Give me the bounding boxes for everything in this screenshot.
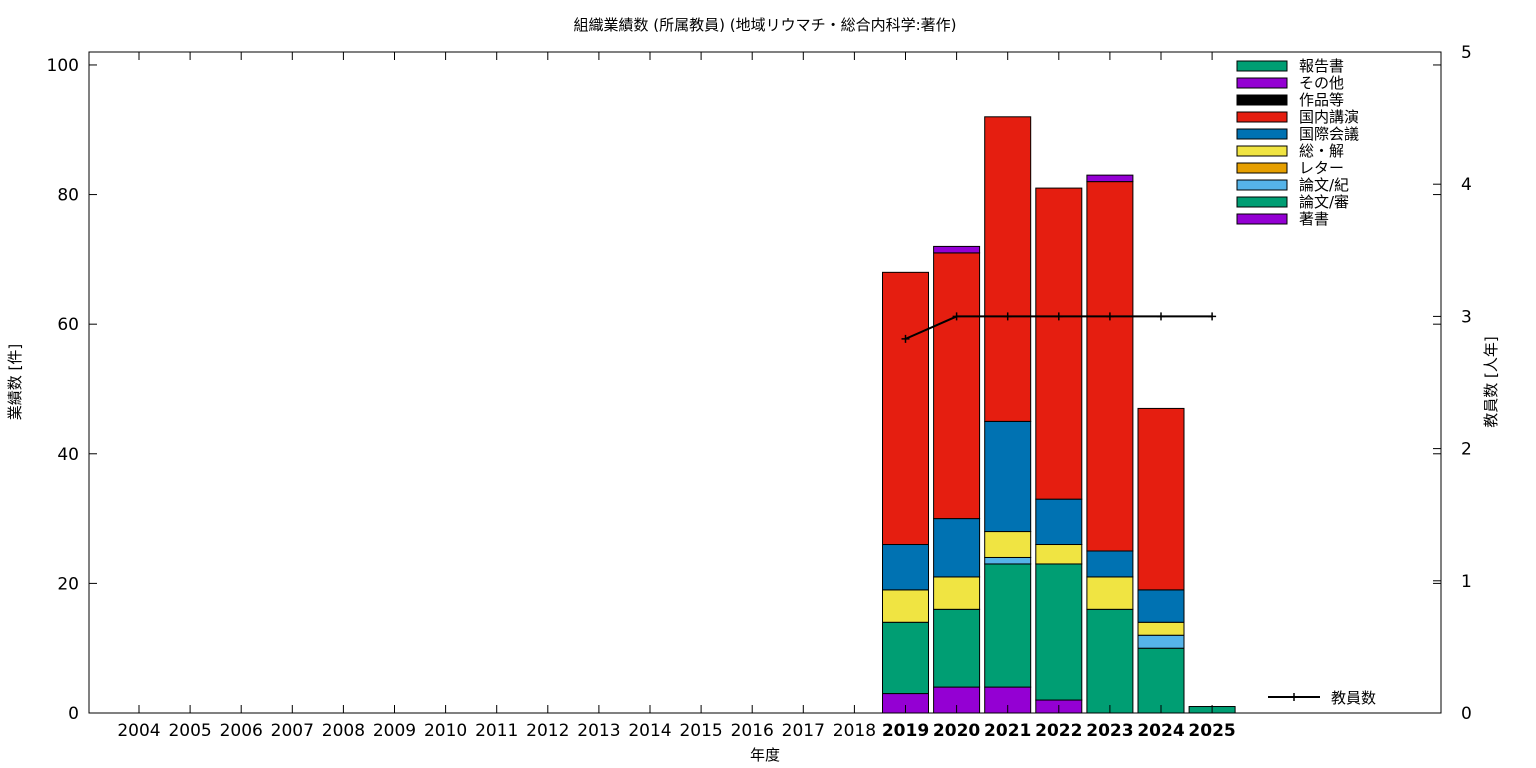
- bar-segment: [933, 252, 981, 520]
- bar-segment: [882, 621, 929, 695]
- x-tick-label: 2004: [117, 721, 160, 741]
- legend-label: 作品等: [1299, 91, 1344, 109]
- plot-frame: [88, 51, 1442, 714]
- legend-swatch: [1236, 213, 1288, 225]
- x-tick-label: 2016: [731, 721, 774, 741]
- x-tick-label: 2024: [1137, 721, 1184, 741]
- bar-segment: [882, 271, 929, 546]
- x-tick-label: 2010: [424, 721, 467, 741]
- y2-tick-label: 4: [1461, 175, 1472, 195]
- legend-label: 報告書: [1299, 57, 1344, 75]
- legend-swatch: [1236, 128, 1288, 140]
- bar-segment: [1137, 634, 1185, 649]
- legend-label: レター: [1299, 159, 1344, 177]
- legend-label: 国際会議: [1299, 125, 1359, 143]
- x-tick-label: 2023: [1086, 721, 1133, 741]
- x-tick-label: 2025: [1188, 721, 1235, 741]
- legend-swatch: [1236, 162, 1288, 174]
- x-tick-label: 2006: [220, 721, 263, 741]
- bar-segment: [1035, 563, 1083, 701]
- y-tick-label: 100: [47, 56, 79, 76]
- x-tick-label: 2011: [475, 721, 518, 741]
- y2-tick-label: 2: [1461, 440, 1472, 460]
- legend-swatch: [1236, 145, 1288, 157]
- legend-swatch: [1236, 60, 1288, 72]
- bar-segment: [1035, 544, 1083, 565]
- bar-segment: [882, 544, 929, 591]
- bar-segment: [1086, 608, 1134, 714]
- y2-tick-label: 0: [1461, 704, 1472, 724]
- bar-segment: [933, 608, 981, 688]
- bar-segment: [1137, 621, 1185, 636]
- x-axis-title: 年度: [750, 746, 780, 764]
- bar-segment: [1137, 407, 1185, 591]
- bar-segment: [1086, 576, 1134, 610]
- y-axis-title: 業績数 [件]: [6, 344, 24, 420]
- x-tick-label: 2012: [526, 721, 569, 741]
- y2-tick-label: 3: [1461, 307, 1472, 327]
- x-tick-label: 2018: [833, 721, 876, 741]
- bar-segment: [984, 420, 1032, 533]
- bar-segment: [1086, 181, 1134, 552]
- legend-label: 論文/紀: [1299, 176, 1349, 194]
- bar-segment: [984, 563, 1032, 688]
- y2-axis-title: 教員数 [人年]: [1482, 336, 1500, 427]
- bar-segment: [1137, 589, 1185, 623]
- x-tick-label: 2008: [322, 721, 365, 741]
- legend-label-line: 教員数: [1331, 689, 1376, 707]
- bar-segment: [882, 589, 929, 623]
- legend-swatch: [1236, 179, 1288, 191]
- y-tick-label: 0: [68, 704, 79, 724]
- y-tick-label: 40: [57, 445, 79, 465]
- legend-swatch: [1236, 196, 1288, 208]
- x-tick-label: 2021: [984, 721, 1031, 741]
- legend-label: その他: [1299, 74, 1344, 92]
- y-tick-label: 80: [57, 186, 79, 206]
- bar-segment: [1086, 174, 1134, 183]
- x-tick-label: 2014: [628, 721, 671, 741]
- legend-swatch: [1236, 77, 1288, 89]
- legend-label: 総・解: [1299, 142, 1344, 160]
- x-tick-label: 2022: [1035, 721, 1082, 741]
- bar-segment: [933, 245, 981, 254]
- bar-segment: [933, 576, 981, 610]
- y-tick-label: 20: [57, 574, 79, 594]
- legend-swatch: [1236, 94, 1288, 106]
- x-tick-label: 2009: [373, 721, 416, 741]
- x-tick-label: 2017: [782, 721, 825, 741]
- y2-tick-label: 5: [1461, 43, 1472, 63]
- legend-swatch: [1236, 111, 1288, 123]
- x-tick-label: 2013: [577, 721, 620, 741]
- x-tick-label: 2015: [679, 721, 722, 741]
- x-tick-label: 2005: [168, 721, 211, 741]
- y-tick-label: 60: [57, 315, 79, 335]
- bar-segment: [1035, 498, 1083, 546]
- legend-label: 国内講演: [1299, 108, 1359, 126]
- bar-segment: [1035, 187, 1083, 500]
- bar-segment: [984, 116, 1032, 422]
- bar-segment: [1086, 550, 1134, 578]
- bar-segment: [933, 518, 981, 578]
- bar-segment: [984, 556, 1032, 565]
- legend-label: 著書: [1299, 210, 1329, 228]
- x-tick-label: 2020: [933, 721, 980, 741]
- chart-title: 組織業績数 (所属教員) (地域リウマチ・総合内科学:著作): [573, 16, 956, 34]
- y2-tick-label: 1: [1461, 572, 1472, 592]
- bar-segment: [1137, 647, 1185, 714]
- bar-segment: [984, 531, 1032, 558]
- x-tick-label: 2019: [882, 721, 929, 741]
- x-tick-label: 2007: [271, 721, 314, 741]
- legend-label: 論文/審: [1299, 193, 1349, 211]
